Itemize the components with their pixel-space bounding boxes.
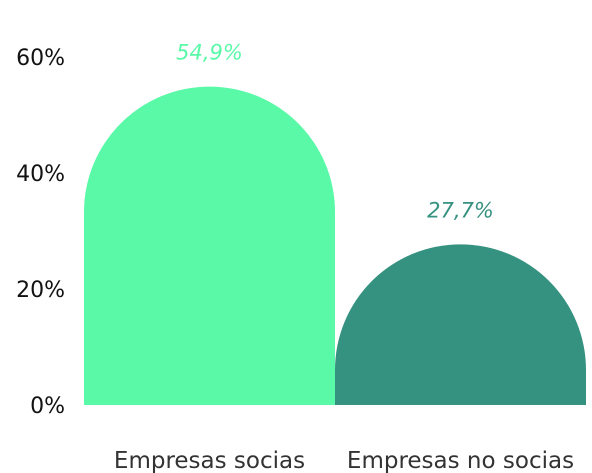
data-label: 27,7% bbox=[427, 198, 494, 222]
bar-1 bbox=[84, 86, 335, 405]
category-label: Empresas socias bbox=[114, 448, 305, 473]
y-tick-label: 40% bbox=[16, 162, 65, 187]
bar-2 bbox=[335, 244, 586, 405]
y-tick-label: 20% bbox=[16, 278, 65, 303]
data-label: 54,9% bbox=[176, 41, 243, 65]
y-tick-label: 0% bbox=[30, 394, 65, 419]
y-tick-label: 60% bbox=[16, 46, 65, 71]
category-label: Empresas no socias bbox=[347, 448, 574, 473]
